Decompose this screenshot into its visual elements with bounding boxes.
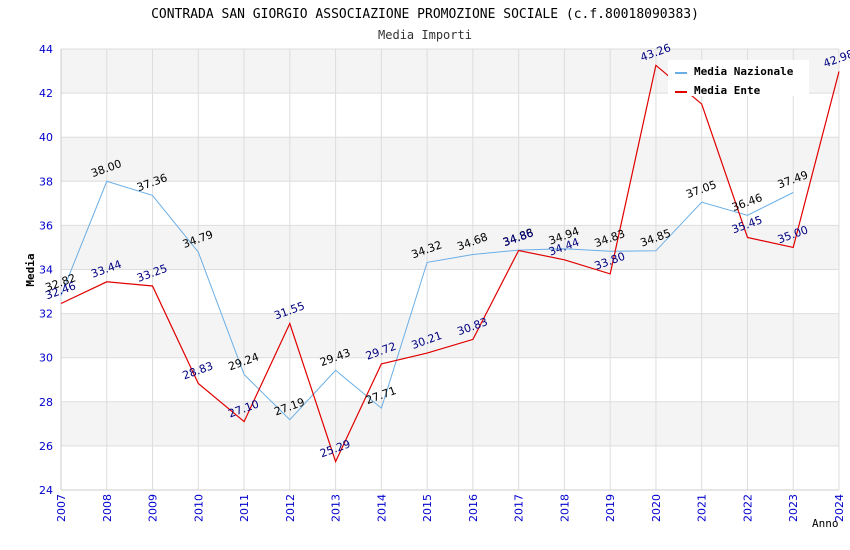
y-tick-label: 42 [39, 87, 53, 100]
gridlines [60, 48, 840, 491]
y-tick-label: 24 [39, 484, 53, 497]
plot-band [61, 401, 839, 446]
y-tick-label: 32 [39, 308, 53, 321]
y-tick-label: 26 [39, 440, 53, 453]
x-tick-label: 2021 [696, 494, 709, 522]
series-lines [60, 64, 840, 464]
x-tick-label: 2012 [284, 494, 297, 522]
x-tick-label: 2010 [192, 494, 205, 522]
y-tick-label: 34 [39, 264, 53, 277]
x-tick-label: 2017 [513, 494, 526, 522]
x-tick-label: 2024 [833, 494, 846, 522]
x-tick-label: 2019 [604, 494, 617, 522]
plot-band [61, 225, 839, 270]
x-tick-label: 2014 [375, 494, 388, 522]
series-line-national [60, 180, 794, 421]
x-tick-label: 2020 [650, 494, 663, 522]
x-axis-label: Anno [812, 517, 839, 530]
x-tick-label: 2013 [330, 494, 343, 522]
y-axis-label: Media [24, 253, 37, 286]
legend: Media Nazionale Media Ente [668, 60, 809, 97]
legend-label-national: Media Nazionale [694, 65, 794, 78]
x-tick-label: 2023 [787, 494, 800, 522]
x-tick-label: 2016 [467, 494, 480, 522]
y-tick-label: 36 [39, 219, 53, 232]
legend-box [668, 60, 809, 96]
plot-bands [61, 49, 839, 446]
x-tick-labels: 2007 2008 2009 2010 2011 2012 2013 2014 2015 2016… [55, 494, 846, 522]
y-tick-label: 28 [39, 396, 53, 409]
chart-title: CONTRADA SAN GIORGIO ASSOCIAZIONE PROMOZ… [151, 7, 699, 22]
legend-label-ente: Media Ente [694, 84, 761, 97]
y-tick-labels: 24 26 28 30 32 34 36 38 40 42 44 [39, 43, 53, 497]
plot-band [61, 137, 839, 182]
x-tick-label: 2022 [741, 494, 754, 522]
x-tick-label: 2007 [55, 494, 68, 522]
y-tick-label: 30 [39, 352, 53, 365]
axes [60, 49, 839, 491]
x-tick-label: 2018 [558, 494, 571, 522]
series-line-ente [60, 64, 840, 464]
plot-band [61, 313, 839, 358]
x-tick-label: 2008 [101, 494, 114, 522]
y-tick-label: 38 [39, 175, 53, 188]
x-tick-label: 2011 [238, 494, 251, 522]
y-tick-label: 44 [39, 43, 53, 56]
x-tick-label: 2015 [421, 494, 434, 522]
x-tick-label: 2009 [147, 494, 160, 522]
y-tick-label: 40 [39, 131, 53, 144]
chart-subtitle: Media Importi [378, 28, 472, 42]
